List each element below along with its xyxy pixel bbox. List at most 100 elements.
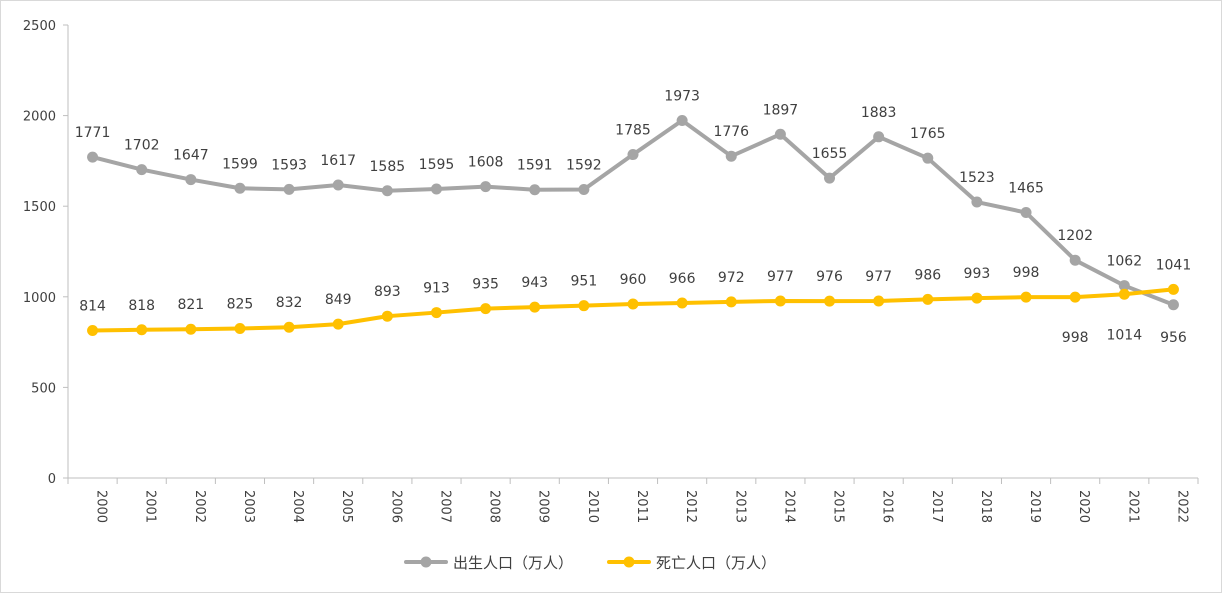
- birth-data-point: [1167, 299, 1179, 311]
- death-data-label: 998: [1013, 265, 1040, 281]
- birth-data-point: [676, 114, 688, 126]
- x-tick-label: 2021: [1125, 490, 1140, 523]
- death-data-label: 986: [914, 267, 941, 283]
- birth-data-point: [87, 151, 99, 163]
- birth-data-point: [824, 172, 836, 184]
- birth-data-label: 1765: [910, 126, 946, 142]
- birth-data-label: 956: [1160, 330, 1187, 346]
- x-tick-label: 2013: [732, 490, 747, 523]
- birth-data-label: 1595: [419, 157, 455, 173]
- birth-data-label: 1608: [468, 155, 504, 171]
- death-data-point: [480, 303, 492, 315]
- x-tick-label: 2016: [880, 490, 895, 523]
- death-data-label: 893: [374, 284, 401, 300]
- birth-data-label: 1702: [124, 138, 160, 154]
- y-tick-label: 2000: [23, 110, 56, 125]
- birth-data-point: [381, 185, 393, 197]
- x-tick-label: 2018: [978, 490, 993, 523]
- death-data-point: [824, 295, 836, 307]
- birth-data-label: 1593: [271, 157, 307, 173]
- axes: 0 500 1000 1500 2000 2500 2000 2001 2002 2003 2004…: [23, 19, 1199, 523]
- death-data-label: 943: [521, 275, 548, 291]
- birth-data-point: [1069, 254, 1081, 266]
- birth-data-label: 1617: [320, 153, 356, 169]
- birth-data-point: [332, 179, 344, 191]
- birth-data-label: 1599: [222, 156, 258, 172]
- death-data-label: 935: [472, 277, 499, 293]
- legend-label: 出生人口（万人）: [453, 554, 573, 572]
- death-data-label: 1041: [1156, 257, 1192, 273]
- death-data-point: [430, 307, 442, 319]
- x-tick-label: 2014: [781, 490, 796, 523]
- death-data-point: [1118, 288, 1130, 300]
- y-tick-label: 1000: [23, 291, 56, 306]
- birth-data-point: [234, 182, 246, 194]
- death-data-label: 977: [767, 269, 794, 285]
- birth-data-label: 1655: [812, 146, 848, 162]
- death-data-point: [87, 325, 99, 337]
- x-tick-label: 2012: [683, 490, 698, 523]
- death-data-point: [185, 323, 197, 335]
- death-data-label: 825: [227, 297, 254, 313]
- death-data-label: 814: [79, 299, 106, 315]
- birth-data-label: 1973: [664, 88, 700, 104]
- x-tick-label: 2003: [241, 490, 256, 523]
- death-data-point: [873, 295, 885, 307]
- y-tick-label: 500: [31, 381, 56, 396]
- birth-data-label: 1591: [517, 158, 553, 174]
- death-data-point: [1069, 291, 1081, 303]
- y-tick-label: 0: [48, 472, 56, 487]
- birth-data-label: 1883: [861, 105, 897, 121]
- death-data-point: [332, 318, 344, 330]
- death-data-point: [136, 324, 148, 336]
- death-data-label: 832: [276, 295, 303, 311]
- legend-label: 死亡人口（万人）: [656, 554, 776, 572]
- x-tick-label: 2001: [143, 490, 158, 523]
- birth-data-point: [430, 183, 442, 195]
- x-tick-label: 2010: [585, 490, 600, 523]
- birth-data-point: [922, 152, 934, 164]
- birth-data-point: [725, 150, 737, 162]
- death-data-point: [922, 293, 934, 305]
- birth-data-label: 1771: [75, 125, 111, 141]
- birth-data-point: [578, 184, 590, 196]
- death-series-line: [90, 287, 1176, 333]
- x-tick-label: 2020: [1076, 490, 1091, 523]
- data-labels: 1771 1702 1647 1599 1593 1617 1585 1595 1608 1591…: [75, 88, 1192, 346]
- death-data-label: 818: [128, 298, 155, 314]
- birth-data-point: [185, 174, 197, 186]
- x-tick-label: 2007: [437, 490, 452, 523]
- legend-swatch-marker: [420, 556, 432, 568]
- x-tick-label: 2015: [831, 490, 846, 523]
- birth-data-label: 1465: [1008, 181, 1044, 197]
- death-data-label: 972: [718, 270, 745, 286]
- x-tick-label: 2004: [290, 490, 305, 523]
- death-data-label: 966: [669, 271, 696, 287]
- birth-data-label: 1202: [1057, 228, 1093, 244]
- death-data-label: 913: [423, 281, 450, 297]
- birth-data-label: 1585: [370, 159, 406, 175]
- death-data-point: [381, 310, 393, 322]
- birth-data-point: [873, 131, 885, 143]
- death-data-label: 960: [620, 272, 647, 288]
- death-data-point: [725, 296, 737, 308]
- birth-data-point: [136, 164, 148, 176]
- birth-data-label: 1062: [1106, 254, 1142, 270]
- death-data-label: 849: [325, 292, 352, 308]
- birth-data-label: 1776: [713, 124, 749, 140]
- death-data-point: [774, 295, 786, 307]
- death-data-point: [578, 300, 590, 312]
- death-data-point: [1020, 291, 1032, 303]
- death-data-point: [529, 301, 541, 313]
- legend-swatch-marker: [623, 556, 635, 568]
- x-tick-label: 2000: [94, 490, 109, 523]
- birth-data-label: 1523: [959, 170, 995, 186]
- birth-data-point: [627, 149, 639, 161]
- birth-data-point: [774, 128, 786, 140]
- death-data-point: [234, 323, 246, 335]
- x-tick-label: 2002: [192, 490, 207, 523]
- birth-data-label: 1592: [566, 158, 602, 174]
- death-data-label: 977: [865, 269, 892, 285]
- death-data-label: 976: [816, 269, 843, 285]
